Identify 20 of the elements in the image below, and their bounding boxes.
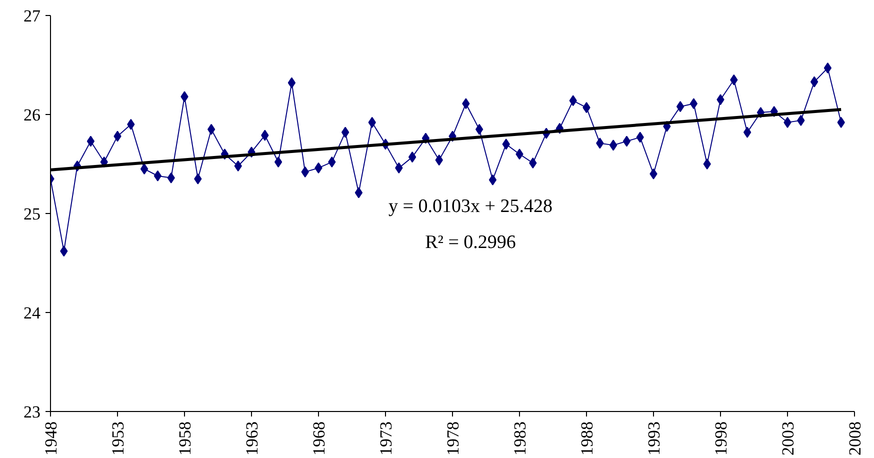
y-tick-label: 26 [24,106,40,124]
x-tick-label: 1988 [578,422,596,456]
y-tick-label: 23 [24,402,40,422]
x-tick-label: 1968 [310,422,328,456]
x-tick-label: 1958 [176,422,194,456]
y-tick-label: 25 [24,204,40,224]
annotation: y = 0.0103x + 25.428 [388,196,552,217]
x-tick-label: 1973 [376,422,396,456]
x-tick-label: 1983 [510,422,530,456]
x-tick-label: 1993 [644,422,664,456]
y-tick-label: 27 [24,6,41,26]
x-tick-label: 2003 [778,422,798,456]
x-tick-label: 1953 [108,422,128,456]
x-tick-label: 1978 [444,422,462,456]
x-tick-label: 1963 [242,422,262,456]
x-tick-label: 2008 [846,422,864,456]
annotation: R² = 0.2996 [425,232,516,253]
x-tick-label: 1998 [712,422,730,456]
x-tick-label: 1948 [42,422,60,456]
y-tick-label: 24 [24,304,41,322]
